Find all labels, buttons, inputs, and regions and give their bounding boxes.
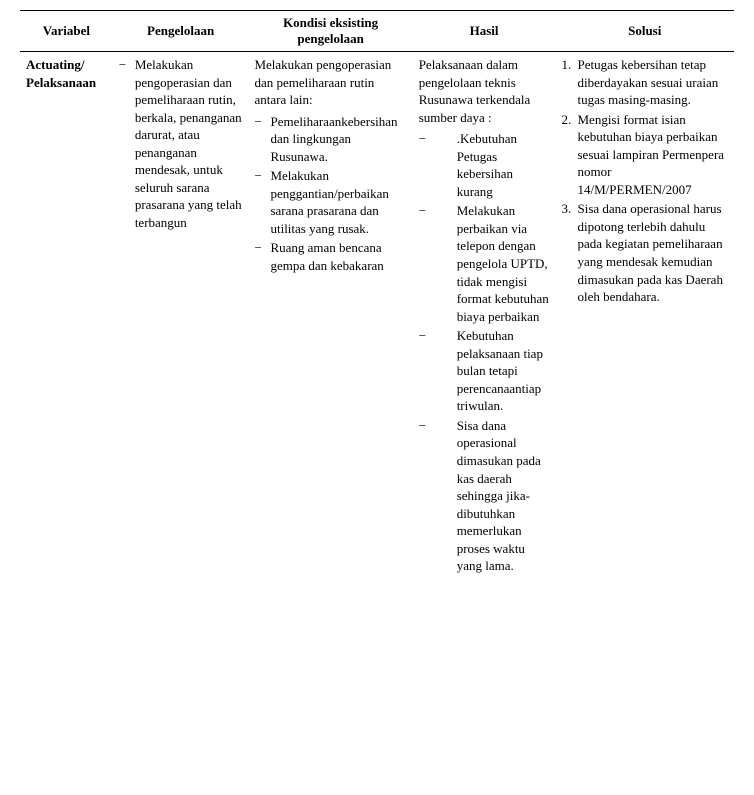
solusi-list: 1. Petugas kebersihan tetap diberdayakan … <box>561 56 728 306</box>
cell-hasil: Pelaksanaan dalam pengelolaan teknis Rus… <box>413 52 556 581</box>
header-kondisi: Kondisi eksisting pengelolaan <box>248 11 412 52</box>
list-item: 2. Mengisi format isian kebutuhan biaya p… <box>561 111 728 199</box>
hasil-intro: Pelaksanaan dalam pengelolaan teknis Rus… <box>419 56 550 126</box>
list-item: Melakukan pengoperasian dan pemeliharaan… <box>119 56 243 231</box>
header-solusi: Solusi <box>555 11 734 52</box>
table-row: Actuating/ Pelaksanaan Melakukan pengope… <box>20 52 734 581</box>
header-variabel: Variabel <box>20 11 113 52</box>
list-item: Kebutuhan pelaksanaan tiap bulan tetapi … <box>419 327 550 415</box>
cell-variabel: Actuating/ Pelaksanaan <box>20 52 113 581</box>
list-item: 1. Petugas kebersihan tetap diberdayakan … <box>561 56 728 109</box>
cell-solusi: 1. Petugas kebersihan tetap diberdayakan … <box>555 52 734 581</box>
list-item: Melakukan perbaikan via telepon dengan p… <box>419 202 550 325</box>
list-item: Pemeliharaankebersihan dan lingkungan Ru… <box>254 113 406 166</box>
num-marker: 2. <box>561 111 571 129</box>
kondisi-intro: Melakukan pengoperasian dan pemeliharaan… <box>254 56 406 109</box>
list-item: 3. Sisa dana operasional harus dipotong t… <box>561 200 728 305</box>
kondisi-list: Pemeliharaankebersihan dan lingkungan Ru… <box>254 113 406 275</box>
list-item: .Kebutuhan Petugas kebersihan kurang <box>419 130 550 200</box>
cell-kondisi: Melakukan pengoperasian dan pemeliharaan… <box>248 52 412 581</box>
hasil-text: Kebutuhan pelaksanaan tiap bulan tetapi … <box>435 327 550 415</box>
pengelolaan-list: Melakukan pengoperasian dan pemeliharaan… <box>119 56 243 231</box>
hasil-text: Melakukan perbaikan via telepon dengan p… <box>435 202 550 325</box>
hasil-text: Sisa dana operasional dimasukan pada kas… <box>435 417 550 575</box>
hasil-text: .Kebutuhan Petugas kebersihan kurang <box>435 130 550 200</box>
num-marker: 1. <box>561 56 571 74</box>
data-table: Variabel Pengelolaan Kondisi eksisting p… <box>20 10 734 581</box>
num-marker: 3. <box>561 200 571 218</box>
solusi-text: Petugas kebersihan tetap diberdayakan se… <box>577 57 718 107</box>
header-hasil: Hasil <box>413 11 556 52</box>
list-item: Melakukan penggantian/perbaikan sarana p… <box>254 167 406 237</box>
pengelolaan-text: Melakukan pengoperasian dan pemeliharaan… <box>135 56 243 231</box>
variabel-line1: Actuating/ <box>26 56 107 74</box>
variabel-line2: Pelaksanaan <box>26 74 107 92</box>
hasil-list: .Kebutuhan Petugas kebersihan kurang Mel… <box>419 130 550 575</box>
header-row: Variabel Pengelolaan Kondisi eksisting p… <box>20 11 734 52</box>
list-item: Ruang aman bencana gempa dan kebakaran <box>254 239 406 274</box>
cell-pengelolaan: Melakukan pengoperasian dan pemeliharaan… <box>113 52 249 581</box>
list-item: Sisa dana operasional dimasukan pada kas… <box>419 417 550 575</box>
solusi-text: Mengisi format isian kebutuhan biaya per… <box>577 112 724 197</box>
header-pengelolaan: Pengelolaan <box>113 11 249 52</box>
solusi-text: Sisa dana operasional harus dipotong ter… <box>577 201 722 304</box>
